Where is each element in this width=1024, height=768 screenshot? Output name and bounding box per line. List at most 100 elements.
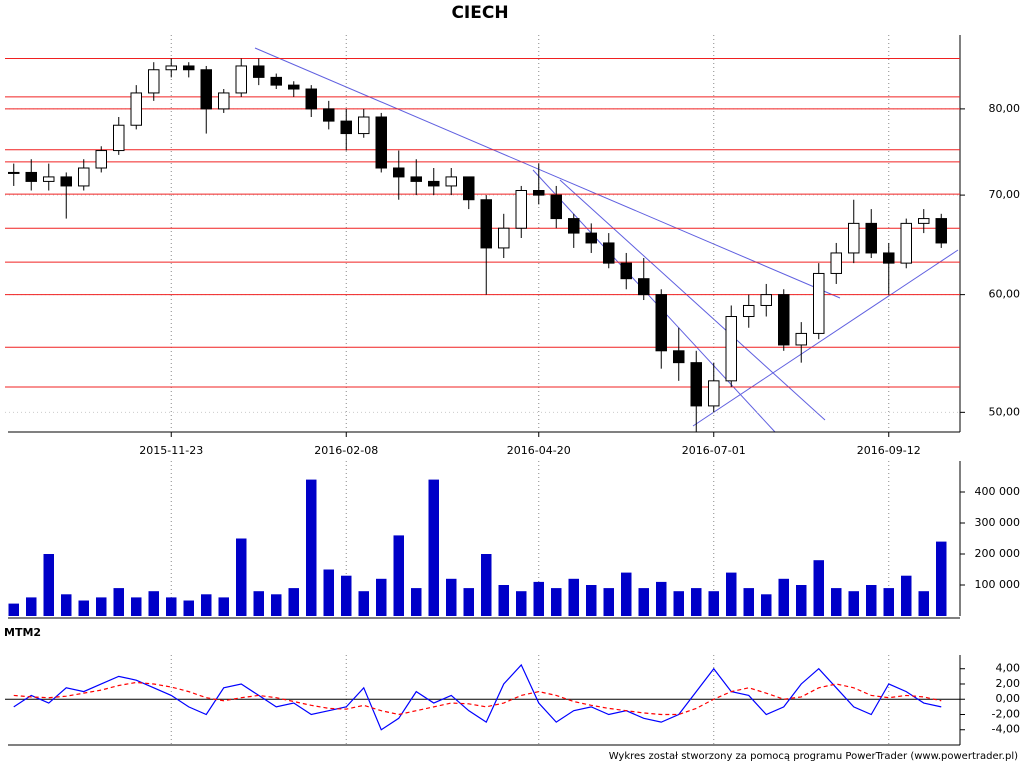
candle-body <box>848 222 860 254</box>
candle-body <box>358 116 370 135</box>
volume-bar <box>918 591 929 616</box>
x-tick-label: 2016-09-12 <box>857 444 921 457</box>
candle-body <box>778 294 790 346</box>
candle-body <box>760 294 772 306</box>
volume-bar <box>796 585 807 616</box>
candle-body <box>935 218 947 244</box>
candle-body <box>463 176 475 201</box>
trend-line <box>254 47 841 299</box>
candle-body <box>813 272 825 334</box>
candle-body <box>883 252 895 264</box>
candle-body <box>43 176 55 182</box>
volume-bar <box>358 591 369 616</box>
volume-bar <box>516 591 527 616</box>
candle-body <box>183 65 195 71</box>
candle-body <box>270 76 282 86</box>
volume-bar <box>253 591 264 616</box>
x-tick-label: 2015-11-23 <box>139 444 203 457</box>
volume-bar <box>603 588 614 616</box>
volume-bar <box>586 585 597 616</box>
candle-body <box>918 218 930 224</box>
candle-body <box>480 199 492 249</box>
volume-bar <box>656 581 667 616</box>
volume-bar <box>446 578 457 616</box>
candle-body <box>445 176 457 187</box>
y-tick-label: -4,00 <box>992 723 1020 736</box>
candle-body <box>498 227 510 249</box>
volume-bar <box>638 588 649 616</box>
volume-bar <box>848 591 859 616</box>
candle-body <box>568 218 580 234</box>
volume-bar <box>901 575 912 616</box>
y-tick-label: 200 000 <box>975 547 1021 560</box>
candle-body <box>130 92 142 126</box>
volume-bar <box>936 541 947 616</box>
indicator-line <box>13 681 942 716</box>
volume-bar <box>271 594 282 616</box>
y-tick-label: 4,00 <box>996 662 1021 675</box>
volume-bar <box>201 594 212 616</box>
candle-body <box>165 65 177 71</box>
volume-bar <box>393 535 404 616</box>
y-tick-label: 70,00 <box>989 188 1021 201</box>
candle-body <box>725 316 737 382</box>
candle-body <box>200 69 212 110</box>
volume-bar <box>498 585 509 616</box>
volume-bar <box>78 600 89 616</box>
volume-bar <box>673 591 684 616</box>
volume-bar <box>341 575 352 616</box>
volume-bar <box>813 560 824 616</box>
volume-bar <box>43 554 54 616</box>
candle-body <box>148 69 160 94</box>
candle-body <box>428 180 440 187</box>
chart-title: CIECH <box>451 3 508 23</box>
candle-body <box>323 108 335 122</box>
candle-body <box>795 332 807 346</box>
y-tick-label: 100 000 <box>975 578 1021 591</box>
volume-bar <box>96 597 107 616</box>
candle-body <box>113 124 125 152</box>
volume-bar <box>778 578 789 616</box>
trend-line <box>532 169 776 433</box>
y-tick-label: 60,00 <box>989 288 1021 301</box>
candle-body <box>603 242 615 264</box>
volume-bar <box>183 600 194 616</box>
candle-body <box>830 252 842 274</box>
candle-body <box>235 65 247 94</box>
x-tick-label: 2016-02-08 <box>314 444 378 457</box>
trend-lines <box>254 47 959 433</box>
candle-body <box>375 116 387 169</box>
y-tick-label: -2,00 <box>992 707 1020 720</box>
volume-bar <box>26 597 37 616</box>
candle-body <box>340 120 352 135</box>
candle-body <box>410 176 422 182</box>
volume-bar <box>376 578 387 616</box>
candle-body <box>95 150 107 169</box>
candle-body <box>533 190 545 196</box>
candle-body <box>25 171 37 182</box>
volume-bar <box>148 591 159 616</box>
volume-bar <box>166 597 177 616</box>
y-tick-label: 2,00 <box>996 677 1021 690</box>
volume-bar <box>708 591 719 616</box>
candle-body <box>638 278 650 296</box>
volume-bar <box>883 588 894 616</box>
candle-body <box>690 362 702 407</box>
candle-body <box>655 294 667 352</box>
volume-bar <box>236 538 247 616</box>
footer: Wykres został stworzony za pomocą progra… <box>609 751 1018 762</box>
volume-bar <box>866 585 877 616</box>
candle-body <box>218 92 230 110</box>
candle-body <box>585 232 597 244</box>
volume-bar <box>288 588 299 616</box>
y-tick-label: 80,00 <box>989 102 1021 115</box>
volume-bar <box>533 581 544 616</box>
candle-body <box>305 88 317 110</box>
candle-body <box>743 304 755 318</box>
candle-body <box>393 167 405 178</box>
candle-body <box>865 222 877 254</box>
volume-bar <box>113 588 124 616</box>
volume-bar <box>428 479 439 616</box>
volume-bar <box>761 594 772 616</box>
